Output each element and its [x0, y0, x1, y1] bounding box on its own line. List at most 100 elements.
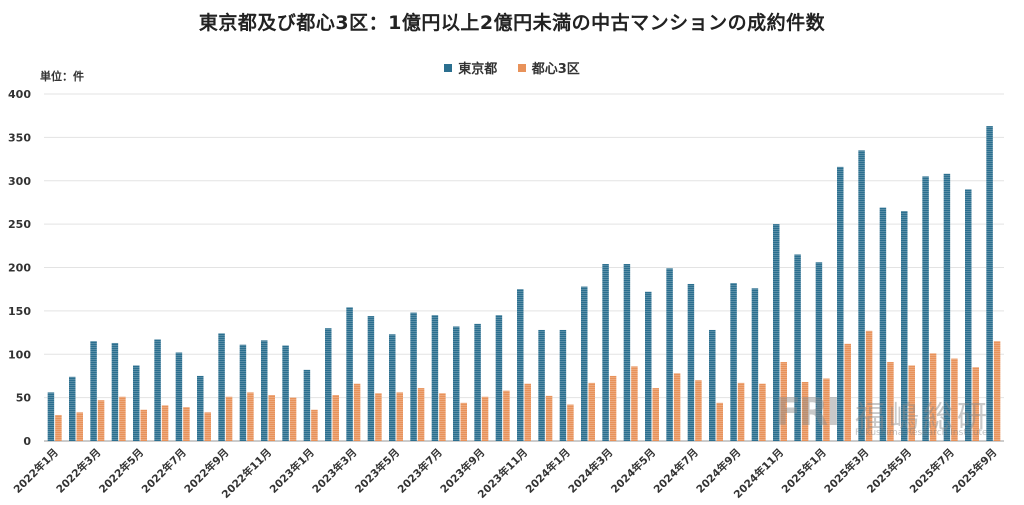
bar-central3: [844, 343, 851, 441]
bar-tokyo: [751, 288, 759, 441]
bar-central3: [375, 393, 382, 441]
bar-tokyo: [325, 328, 332, 441]
bar-central3: [289, 397, 297, 441]
bar-central3: [695, 380, 702, 441]
bar-tokyo: [90, 341, 97, 441]
bar-tokyo: [645, 291, 652, 441]
bar-tokyo: [154, 339, 161, 441]
bar-central3: [993, 341, 1001, 441]
bar-central3: [567, 404, 574, 441]
bar-tokyo: [623, 264, 631, 441]
x-tick-label: 2024年7月: [651, 446, 701, 496]
bar-tokyo: [239, 344, 247, 441]
bar-tokyo: [730, 283, 737, 441]
bar-tokyo: [453, 326, 460, 441]
bar-central3: [524, 383, 531, 441]
bar-tokyo: [175, 352, 183, 441]
bar-tokyo: [346, 307, 353, 441]
bar-tokyo: [666, 268, 673, 441]
y-tick-label: 50: [16, 392, 32, 405]
bar-tokyo: [559, 329, 567, 441]
y-tick-label: 100: [8, 348, 31, 361]
bar-central3: [439, 393, 446, 441]
bar-central3: [161, 405, 169, 441]
x-tick-label: 2024年3月: [566, 446, 616, 496]
bar-central3: [353, 383, 361, 441]
bar-central3: [780, 362, 787, 441]
bar-tokyo: [794, 254, 801, 441]
legend-label-central3: 都心3区: [531, 62, 580, 77]
bar-central3: [652, 388, 659, 441]
y-tick-label: 250: [8, 218, 31, 231]
bar-central3: [609, 375, 617, 441]
bar-central3: [417, 388, 425, 441]
bar-central3: [631, 366, 638, 441]
bar-tokyo: [133, 365, 140, 441]
bar-tokyo: [538, 329, 545, 441]
x-tick-label: 2022年5月: [96, 446, 146, 496]
bar-central3: [225, 396, 233, 441]
bar-central3: [908, 365, 915, 441]
x-tick-label: 2023年5月: [352, 446, 402, 496]
bar-central3: [951, 358, 958, 441]
bar-tokyo: [581, 286, 588, 441]
bar-tokyo: [858, 150, 865, 441]
bar-central3: [140, 409, 147, 441]
bar-central3: [588, 382, 595, 441]
bar-tokyo: [47, 392, 55, 441]
bar-tokyo: [389, 334, 396, 441]
legend-item-central3: 都心3区: [517, 58, 580, 77]
x-tick-label: 2025年1月: [779, 446, 829, 496]
legend-label-tokyo: 東京都: [458, 62, 498, 77]
x-tick-label: 2025年3月: [822, 446, 872, 496]
y-tick-label: 400: [8, 88, 31, 101]
bar-tokyo: [602, 264, 609, 441]
bar-central3: [929, 353, 937, 441]
bar-central3: [972, 367, 979, 441]
bar-central3: [268, 395, 275, 441]
bar-central3: [247, 392, 254, 441]
bar-tokyo: [495, 315, 503, 441]
bar-central3: [119, 396, 126, 441]
bar-central3: [801, 382, 809, 441]
bar-tokyo: [773, 224, 780, 441]
bar-tokyo: [517, 289, 524, 441]
bar-central3: [823, 378, 830, 441]
bar-tokyo: [111, 342, 119, 441]
bar-tokyo: [282, 345, 289, 441]
watermark-name: 福嶋総研: [855, 400, 991, 435]
bar-central3: [716, 402, 723, 441]
bar-central3: [460, 402, 467, 441]
bar-central3: [76, 412, 83, 441]
x-tick-label: 2023年1月: [267, 446, 317, 496]
bar-tokyo: [410, 312, 417, 441]
x-tick-label: 2022年1月: [11, 446, 61, 496]
bar-tokyo: [986, 126, 993, 441]
bar-tokyo: [367, 316, 375, 441]
bar-central3: [887, 362, 894, 441]
bar-tokyo: [687, 283, 695, 441]
y-tick-label: 0: [23, 435, 31, 448]
bar-tokyo: [901, 211, 908, 441]
x-tick-label: 2024年5月: [608, 446, 658, 496]
bar-tokyo: [879, 207, 887, 441]
bar-central3: [737, 382, 745, 441]
bar-tokyo: [965, 189, 972, 441]
legend-swatch-central3: [517, 63, 526, 72]
bar-central3: [204, 412, 211, 441]
bar-central3: [503, 390, 510, 441]
bar-tokyo: [197, 375, 204, 441]
chart-title: 東京都及び都心3区：1億円以上2億円未満の中古マンションの成約件数: [198, 12, 826, 34]
bar-central3: [97, 400, 105, 441]
bar-central3: [396, 392, 403, 441]
x-tick-label: 2024年1月: [523, 446, 573, 496]
legend: 東京都 都心3区: [0, 58, 1024, 77]
bar-tokyo: [943, 173, 951, 441]
x-tick-label: 2023年7月: [395, 446, 445, 496]
bar-tokyo: [815, 262, 823, 441]
x-tick-label: 2025年5月: [864, 446, 914, 496]
x-tick-label: 2023年3月: [310, 446, 360, 496]
unit-label: 単位：件: [40, 70, 84, 83]
bar-central3: [55, 414, 62, 441]
bar-central3: [311, 409, 318, 441]
